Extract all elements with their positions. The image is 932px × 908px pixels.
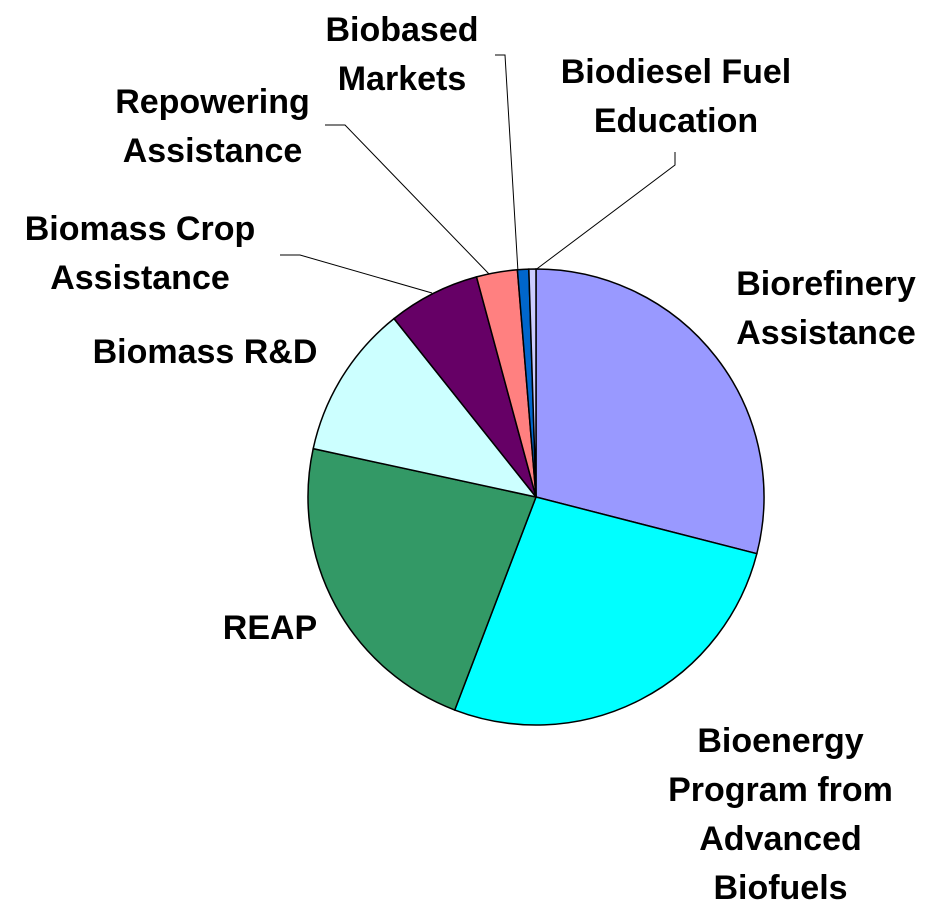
pie-slice bbox=[535, 268, 765, 555]
leader-line bbox=[533, 152, 676, 272]
slice-label: Bioenergy Program from Advanced Biofuels bbox=[668, 722, 893, 907]
slice-label: REAP bbox=[222, 609, 318, 647]
slice-label: Biomass R&D bbox=[92, 333, 318, 371]
slice-label: Repowering Assistance bbox=[115, 83, 310, 170]
pie-slice bbox=[312, 317, 538, 499]
slice-label: Biodiesel Fuel Education bbox=[560, 53, 792, 140]
slice-label: Biorefinery Assistance bbox=[736, 265, 916, 352]
pie-slice bbox=[453, 496, 758, 726]
leader-line bbox=[280, 254, 433, 294]
pie-slice bbox=[528, 268, 537, 498]
slice-label: Biobased Markets bbox=[325, 11, 479, 98]
leader-line bbox=[325, 124, 491, 276]
leader-line bbox=[495, 54, 519, 273]
pie-slice bbox=[307, 447, 538, 711]
slice-label: Biomass Crop Assistance bbox=[24, 210, 256, 297]
